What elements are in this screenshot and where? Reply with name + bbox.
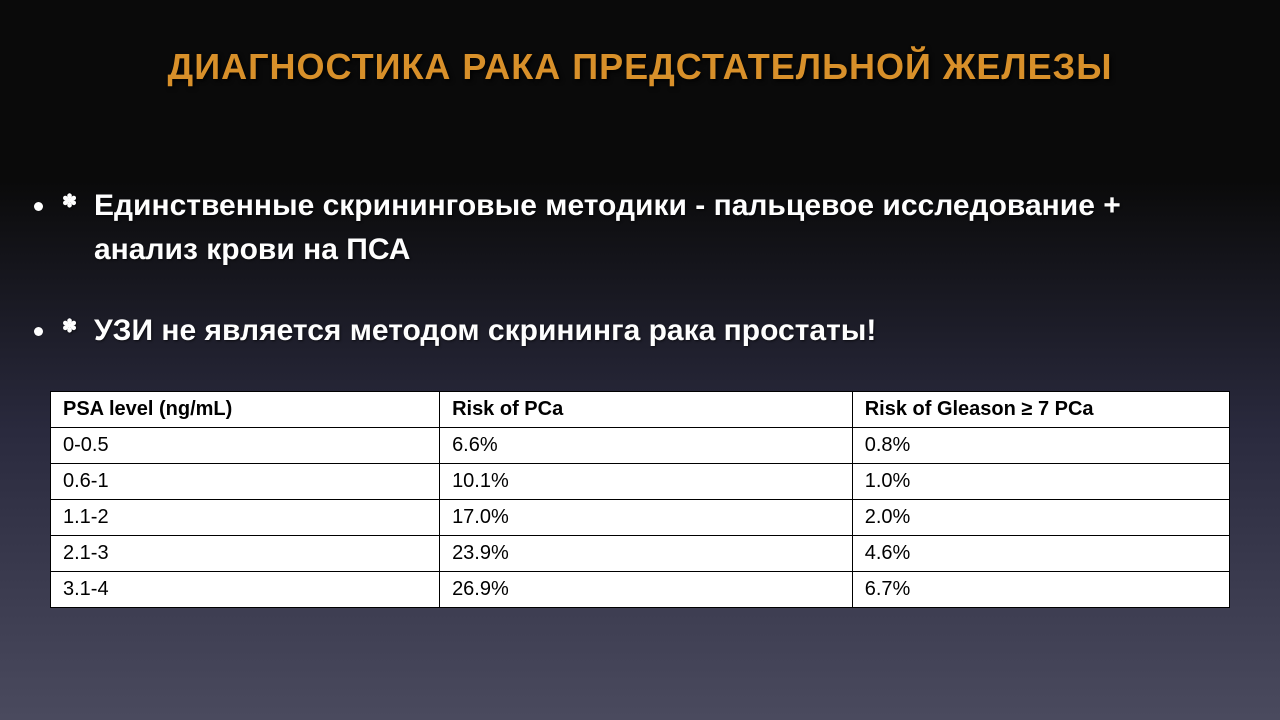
cell-psa: 3.1-4: [51, 571, 440, 607]
cell-gleason: 4.6%: [852, 535, 1229, 571]
cell-gleason: 0.8%: [852, 427, 1229, 463]
table-header-row: PSA level (ng/mL) Risk of PCa Risk of Gl…: [51, 391, 1230, 427]
cell-risk: 26.9%: [440, 571, 853, 607]
cell-gleason: 2.0%: [852, 499, 1229, 535]
cell-risk: 10.1%: [440, 463, 853, 499]
psa-risk-table: PSA level (ng/mL) Risk of PCa Risk of Gl…: [50, 391, 1230, 608]
bullet-item: Единственные скрининговые методики - пал…: [58, 184, 1216, 271]
cell-risk: 6.6%: [440, 427, 853, 463]
slide-title: ДИАГНОСТИКА РАКА ПРЕДСТАТЕЛЬНОЙ ЖЕЛЕЗЫ: [0, 0, 1280, 88]
cell-psa: 0-0.5: [51, 427, 440, 463]
col-header-psa: PSA level (ng/mL): [51, 391, 440, 427]
table-row: 1.1-2 17.0% 2.0%: [51, 499, 1230, 535]
cell-risk: 17.0%: [440, 499, 853, 535]
bullet-list: Единственные скрининговые методики - пал…: [0, 184, 1280, 353]
cell-gleason: 1.0%: [852, 463, 1229, 499]
cell-psa: 1.1-2: [51, 499, 440, 535]
table-row: 3.1-4 26.9% 6.7%: [51, 571, 1230, 607]
cell-psa: 0.6-1: [51, 463, 440, 499]
cell-gleason: 6.7%: [852, 571, 1229, 607]
cell-risk: 23.9%: [440, 535, 853, 571]
table-row: 0-0.5 6.6% 0.8%: [51, 427, 1230, 463]
cell-psa: 2.1-3: [51, 535, 440, 571]
col-header-gleason: Risk of Gleason ≥ 7 PCa: [852, 391, 1229, 427]
table-row: 0.6-1 10.1% 1.0%: [51, 463, 1230, 499]
table-row: 2.1-3 23.9% 4.6%: [51, 535, 1230, 571]
bullet-item: УЗИ не является методом скрининга рака п…: [58, 309, 1216, 353]
col-header-risk: Risk of PCa: [440, 391, 853, 427]
